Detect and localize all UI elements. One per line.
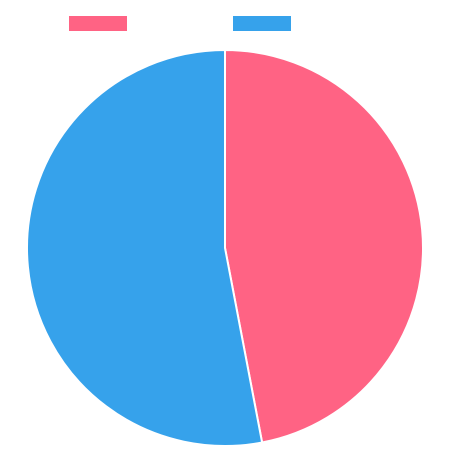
legend-swatch-2[interactable] — [233, 16, 291, 31]
pie-slice-1[interactable] — [224, 49, 424, 444]
legend-swatch-1[interactable] — [69, 16, 127, 31]
chart-legend — [69, 16, 291, 31]
pie-slice-2[interactable] — [26, 49, 264, 447]
pie-slices — [26, 49, 424, 447]
